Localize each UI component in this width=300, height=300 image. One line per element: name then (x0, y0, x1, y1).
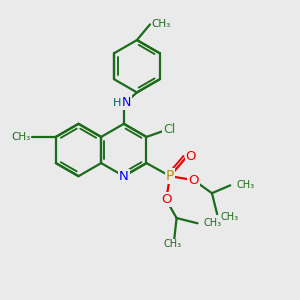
Text: CH₃: CH₃ (220, 212, 238, 222)
Text: CH₃: CH₃ (236, 180, 254, 190)
Text: N: N (122, 96, 131, 109)
Text: Cl: Cl (163, 123, 176, 136)
Text: O: O (186, 150, 196, 163)
Text: CH₃: CH₃ (11, 132, 31, 142)
Text: O: O (188, 174, 199, 187)
Text: P: P (166, 169, 174, 183)
Text: CH₃: CH₃ (163, 239, 182, 249)
Text: O: O (161, 193, 171, 206)
Text: CH₃: CH₃ (203, 218, 221, 228)
Text: CH₃: CH₃ (152, 20, 171, 29)
Text: H: H (112, 98, 121, 108)
Text: N: N (119, 170, 129, 183)
